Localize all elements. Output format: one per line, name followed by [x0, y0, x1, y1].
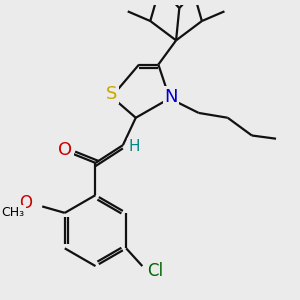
Text: O: O	[58, 141, 73, 159]
Text: H: H	[128, 139, 140, 154]
Text: S: S	[106, 85, 117, 103]
Text: N: N	[164, 88, 178, 106]
Text: Cl: Cl	[147, 262, 163, 280]
Text: CH₃: CH₃	[2, 206, 25, 219]
Text: O: O	[20, 194, 33, 212]
